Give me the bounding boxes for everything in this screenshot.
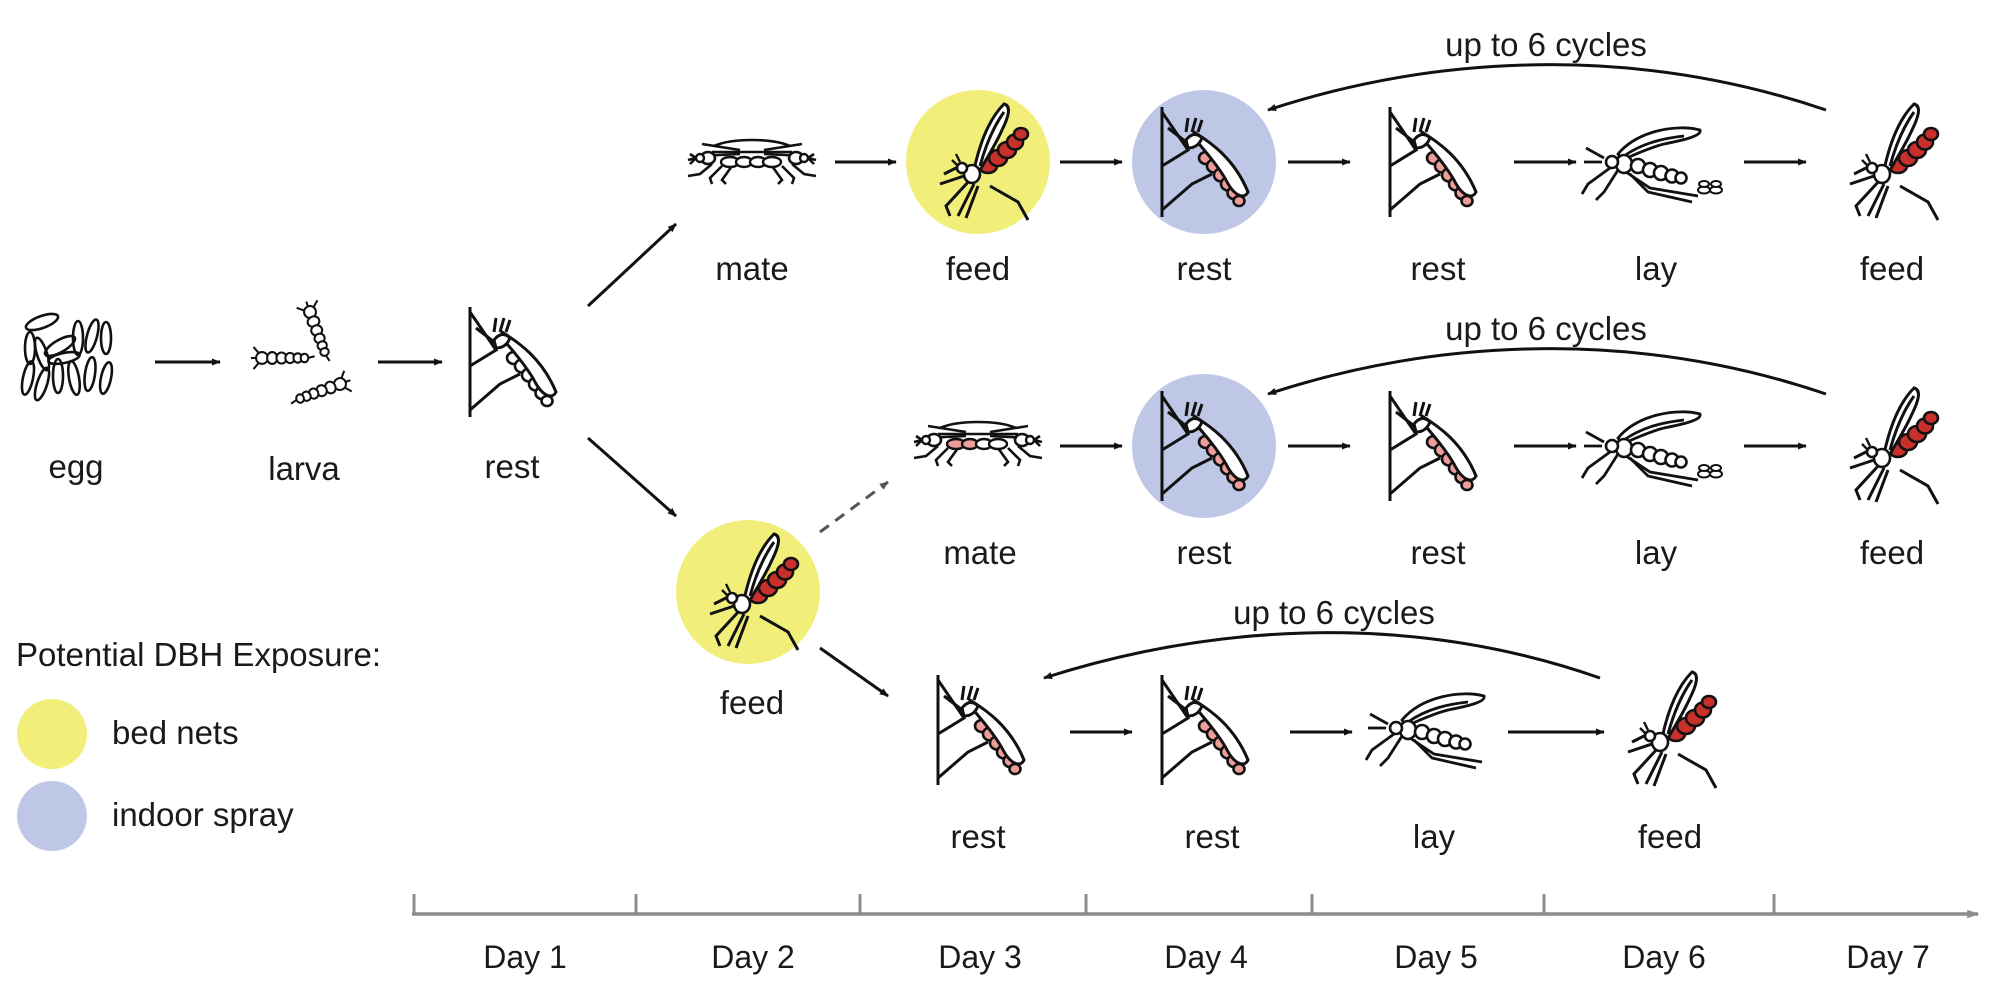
resting-mosquito-icon (938, 675, 1024, 785)
timeline-axis: Day 1 Day 2 Day 3 Day 4 Day 5 Day 6 Day … (412, 894, 1980, 975)
stage-label-feed: feed (946, 250, 1010, 287)
legend-label-bed-nets: bed nets (112, 714, 239, 751)
stage-label-rest: rest (1176, 534, 1231, 571)
stage-label-feed: feed (1638, 818, 1702, 855)
legend-title: Potential DBH Exposure: (16, 636, 381, 673)
stage-label-mate: mate (943, 534, 1016, 571)
egg-laying-mosquito-icon (1582, 412, 1722, 486)
cycle-label: up to 6 cycles (1445, 26, 1647, 63)
day-label: Day 6 (1622, 939, 1706, 975)
day-label: Day 1 (483, 939, 567, 975)
stage-label-rest: rest (1176, 250, 1231, 287)
mating-mosquitoes-icon (914, 422, 1042, 466)
stage-label-rest: rest (1184, 818, 1239, 855)
resting-mosquito-icon (1390, 391, 1476, 501)
stage-label-lay: lay (1635, 250, 1678, 287)
flow-arrow (587, 436, 677, 518)
flow-arrow (819, 646, 889, 698)
egg-laying-mosquito-icon (1366, 694, 1484, 768)
feeding-mosquito-icon (1848, 102, 1940, 222)
flow-arrow (586, 222, 678, 308)
cycle-label: up to 6 cycles (1445, 310, 1647, 347)
stage-label-mate: mate (715, 250, 788, 287)
legend-swatch-indoor-spray (17, 781, 87, 851)
larva-icon (251, 298, 354, 413)
optional-mating-arrow (819, 480, 889, 534)
cycle-arc (1267, 347, 1827, 396)
resting-mosquito-icon (1162, 675, 1248, 785)
stage-label-feed: feed (1860, 534, 1924, 571)
resting-mosquito-icon (1390, 107, 1476, 217)
legend-swatch-bed-nets (17, 699, 87, 769)
stage-label-rest: rest (484, 448, 539, 485)
stage-label-rest: rest (950, 818, 1005, 855)
stage-label-rest: rest (1410, 534, 1465, 571)
day-label: Day 2 (711, 939, 795, 975)
resting-mosquito-icon (470, 307, 556, 417)
cycle-arcs (1043, 63, 1827, 680)
stage-label-feed: feed (720, 684, 784, 721)
stage-label-rest: rest (1410, 250, 1465, 287)
stage-label-feed: feed (1860, 250, 1924, 287)
egg-cluster-icon (18, 309, 116, 404)
day-label: Day 3 (938, 939, 1022, 975)
legend-label-indoor-spray: indoor spray (112, 796, 294, 833)
day-label: Day 4 (1164, 939, 1248, 975)
feeding-mosquito-icon (1626, 670, 1718, 790)
flow-arrows (155, 158, 1807, 736)
stage-label-larva: larva (268, 450, 340, 487)
egg-laying-mosquito-icon (1582, 128, 1722, 202)
cycle-arc (1043, 631, 1601, 680)
stage-label-egg: egg (48, 448, 103, 485)
stage-label-lay: lay (1635, 534, 1678, 571)
cycle-label: up to 6 cycles (1233, 594, 1435, 631)
day-label: Day 5 (1394, 939, 1478, 975)
mating-mosquitoes-icon (688, 140, 816, 184)
cycle-arc (1267, 63, 1827, 112)
stage-label-lay: lay (1413, 818, 1456, 855)
day-label: Day 7 (1846, 939, 1930, 975)
feeding-mosquito-icon (1848, 386, 1940, 506)
legend: Potential DBH Exposure: bed nets indoor … (16, 636, 381, 851)
